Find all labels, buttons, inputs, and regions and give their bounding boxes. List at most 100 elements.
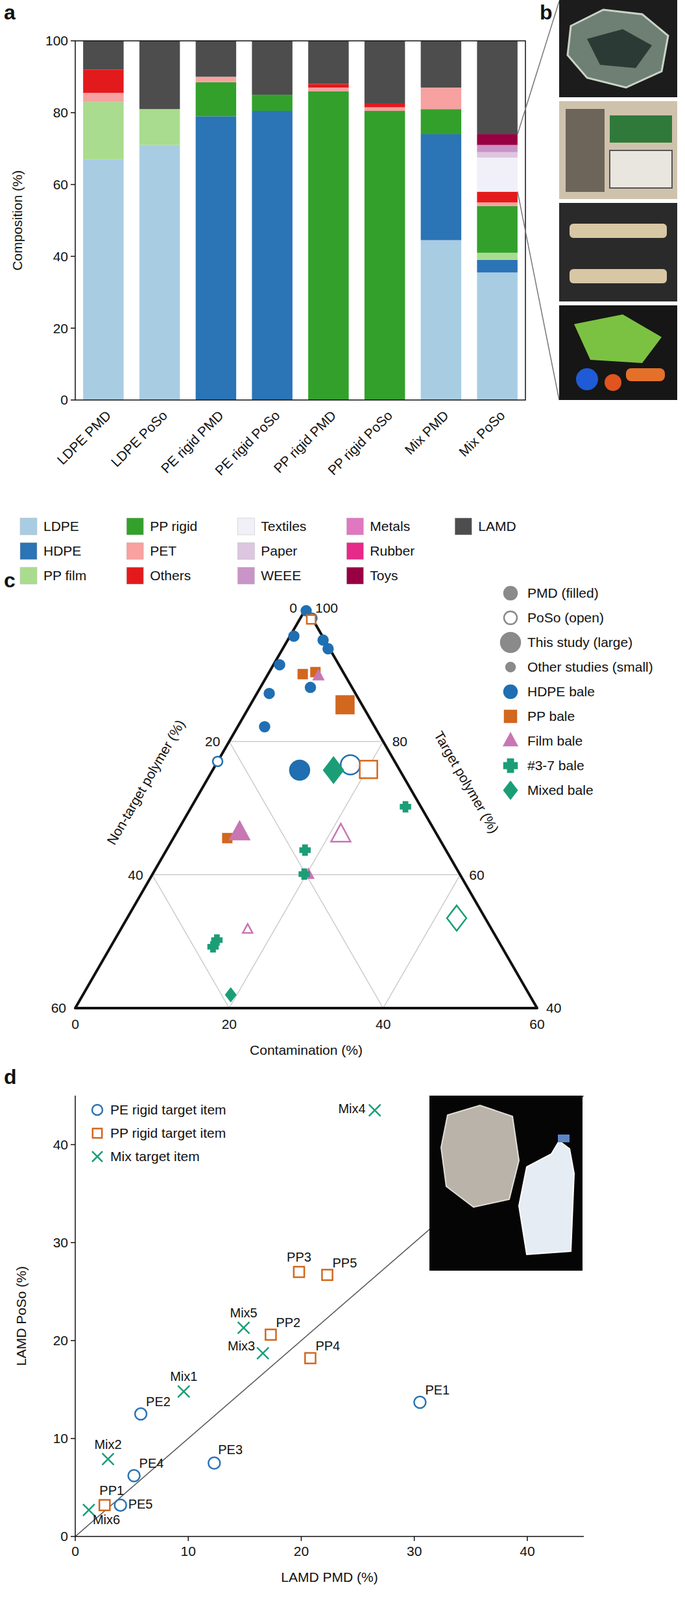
legend-label: Other studies (small) xyxy=(527,659,654,675)
y-tick xyxy=(70,1536,76,1539)
legend-marker xyxy=(92,1152,103,1163)
point xyxy=(300,845,311,856)
y-tick xyxy=(70,40,76,42)
bar-segment xyxy=(83,101,124,160)
point-label: PE3 xyxy=(217,1443,243,1458)
left-tick-label: 0 xyxy=(289,600,298,616)
photo xyxy=(559,0,678,98)
point xyxy=(264,688,275,699)
legend-swatch xyxy=(237,542,255,560)
left-tick-label: 60 xyxy=(51,1000,67,1016)
legend-label: Paper xyxy=(260,543,298,559)
x-tick-label: 0 xyxy=(71,1544,80,1560)
panel-letter: c xyxy=(3,568,16,593)
inset-bg xyxy=(429,1096,583,1272)
right-axis-title: Target polymer (%) xyxy=(431,729,503,837)
x-tick-label: Mix PMD xyxy=(401,408,451,458)
bottom-tick-label: 20 xyxy=(221,1017,237,1033)
point xyxy=(323,757,344,783)
y-tick-label: 40 xyxy=(53,249,69,265)
bar-segment xyxy=(364,103,405,108)
point xyxy=(134,1408,147,1421)
figure: aLDPE PMDLDPE PoSoPE rigid PMDPE rigid P… xyxy=(0,0,685,1600)
point xyxy=(330,823,351,842)
bar-segment xyxy=(476,192,517,204)
legend-marker xyxy=(504,782,517,800)
point xyxy=(305,683,316,693)
y-tick xyxy=(70,184,76,186)
legend-label: Mixed bale xyxy=(527,782,594,798)
point xyxy=(229,821,250,841)
legend-swatch xyxy=(346,518,364,536)
legend-column: TextilesPaperWEEE xyxy=(237,518,307,585)
x-tick xyxy=(413,1537,416,1542)
y-tick-label: 40 xyxy=(53,1137,69,1153)
legend-marker xyxy=(504,685,517,699)
reference xyxy=(75,1096,584,1538)
bottom-tick-label: 0 xyxy=(71,1017,80,1033)
bar-segment xyxy=(195,82,237,117)
legend-column: MetalsRubberToys xyxy=(346,518,415,585)
legend-swatch xyxy=(20,542,37,560)
x-tick-label: LDPE PMD xyxy=(53,408,114,468)
panel-letter: a xyxy=(3,0,16,25)
point xyxy=(336,696,354,715)
y-tick-label: 0 xyxy=(60,392,69,408)
legend-label: PP bale xyxy=(527,709,575,724)
points xyxy=(83,1105,426,1518)
legend-marker xyxy=(504,611,517,625)
frame xyxy=(75,40,526,401)
legend-label: This study (large) xyxy=(527,635,633,650)
legend-swatch xyxy=(126,567,144,585)
grid-line xyxy=(152,875,230,1009)
y-axis-title: LAMD PoSo (%) xyxy=(13,1266,29,1367)
point xyxy=(446,906,467,932)
legend: PMD (filled)PoSo (open)This study (large… xyxy=(500,585,654,800)
left-tick-label: 20 xyxy=(204,734,220,750)
point xyxy=(289,631,300,642)
y-tick xyxy=(70,399,76,401)
photo-object xyxy=(625,368,665,382)
right-tick-label: 40 xyxy=(546,1000,562,1016)
bar-segment xyxy=(364,107,405,111)
x-tick-label: PP rigid PoSo xyxy=(324,408,396,479)
photo-bg xyxy=(559,305,678,401)
legend-marker xyxy=(92,1129,102,1139)
point xyxy=(212,757,223,767)
point xyxy=(413,1397,426,1409)
point xyxy=(340,755,361,776)
point xyxy=(238,1322,250,1335)
point-label: Mix1 xyxy=(169,1370,198,1385)
legend-label: Film bale xyxy=(527,733,583,749)
y-tick-label: 80 xyxy=(53,105,69,121)
bar-segment xyxy=(139,145,180,401)
y-tick-label: 100 xyxy=(45,33,69,49)
bar-segment xyxy=(420,87,462,109)
point xyxy=(275,660,285,671)
right-tick-label: 80 xyxy=(392,734,408,750)
point xyxy=(208,1458,220,1470)
legend-column: LDPEHDPEPP film xyxy=(20,518,87,585)
legend-marker xyxy=(504,710,517,723)
point-label: PP4 xyxy=(315,1339,340,1354)
x-tick-label: LDPE PoSo xyxy=(108,408,171,471)
bar-segment xyxy=(195,76,237,82)
legend-marker xyxy=(92,1105,103,1116)
bar-segment xyxy=(83,159,124,401)
bar-segment xyxy=(476,206,517,253)
point xyxy=(128,1470,141,1483)
bar-segment xyxy=(251,40,292,95)
bar-segment xyxy=(476,40,517,135)
bar-segment xyxy=(139,108,180,145)
legend-label: PP film xyxy=(43,568,87,584)
x-tick-label: 30 xyxy=(406,1544,422,1560)
bar-segment xyxy=(308,83,349,88)
connector xyxy=(517,192,560,401)
point-label: PE2 xyxy=(145,1395,171,1410)
legend-label: Textiles xyxy=(260,518,307,534)
inset-photo xyxy=(429,1096,583,1272)
legend-marker xyxy=(504,734,517,747)
y-tick-label: 30 xyxy=(53,1235,69,1251)
point xyxy=(256,1347,269,1360)
legend-marker xyxy=(504,587,517,601)
